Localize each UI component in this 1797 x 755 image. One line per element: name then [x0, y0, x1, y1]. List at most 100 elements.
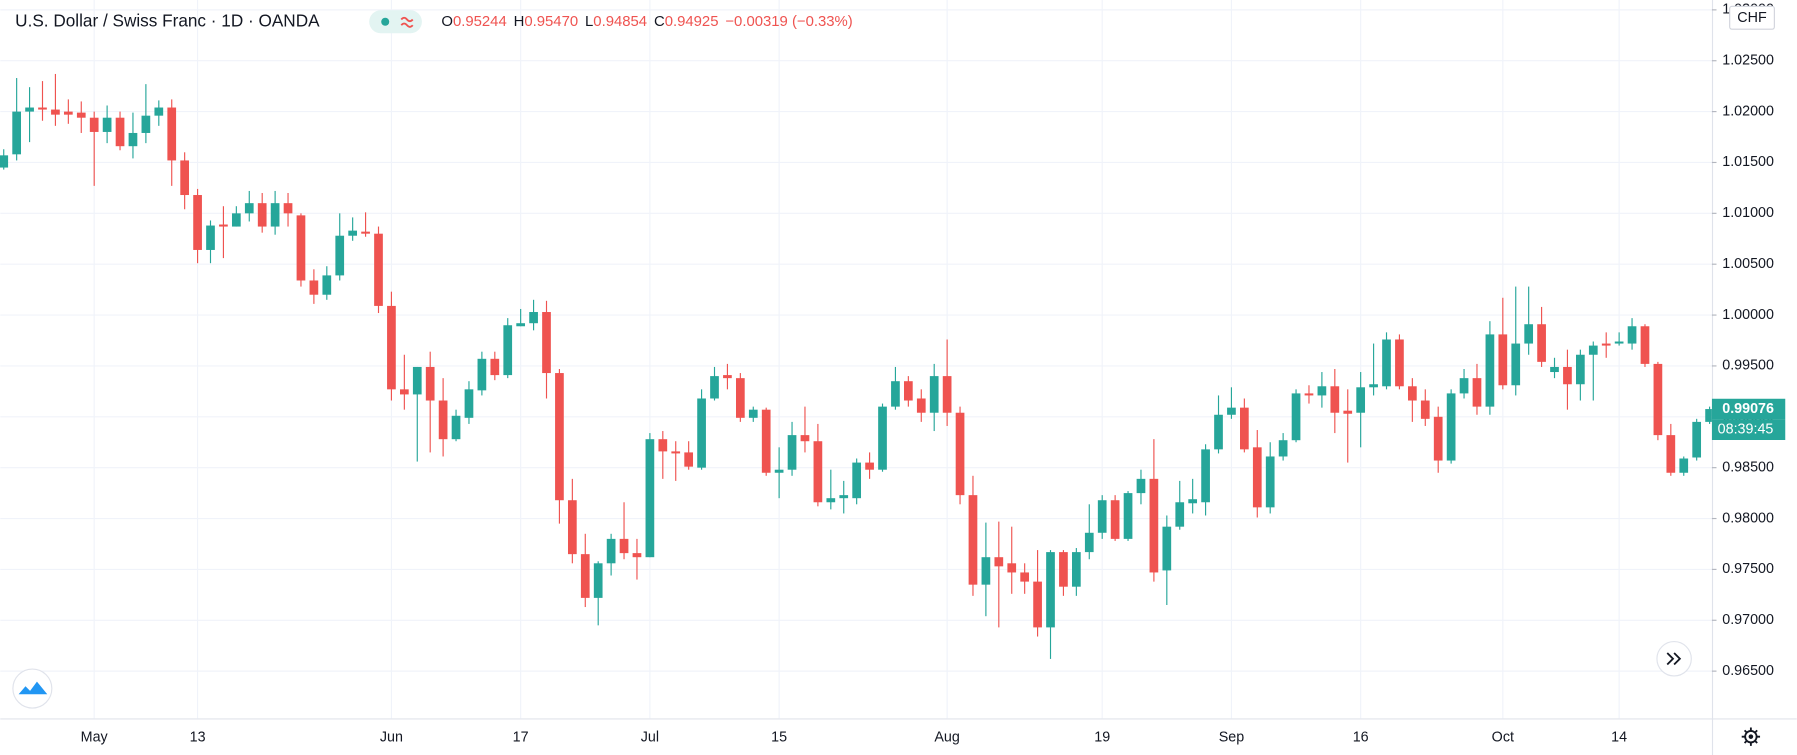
- candle: [1420, 389, 1430, 426]
- candle-body: [270, 203, 280, 227]
- candle-body: [438, 400, 448, 440]
- candle: [942, 339, 952, 426]
- candle-body: [1136, 478, 1146, 494]
- candle-body: [335, 235, 345, 276]
- candle: [1046, 550, 1055, 659]
- candle: [309, 269, 319, 304]
- candle: [645, 433, 655, 558]
- candle: [1485, 321, 1495, 415]
- candle: [283, 192, 293, 227]
- settings-gear-center: [1748, 734, 1754, 739]
- x-tick-label: Sep: [1219, 730, 1245, 746]
- candle-body: [994, 557, 1004, 567]
- candle: [115, 111, 125, 151]
- candle-body: [102, 117, 112, 132]
- candle: [1395, 334, 1404, 390]
- candle: [1162, 515, 1172, 606]
- candle: [76, 101, 86, 133]
- candle-body: [878, 406, 887, 470]
- candle-body: [1291, 393, 1301, 441]
- candle: [270, 190, 280, 235]
- currency-label: CHF: [1737, 10, 1767, 26]
- candle-body: [348, 230, 358, 236]
- status-pill[interactable]: [369, 10, 422, 34]
- settings-button[interactable]: [1741, 727, 1761, 746]
- candle-body: [1097, 500, 1107, 533]
- candle: [335, 213, 345, 281]
- candle: [1330, 368, 1340, 434]
- candle-body: [1459, 378, 1469, 394]
- candle: [1059, 550, 1068, 596]
- candle-body: [1162, 526, 1172, 571]
- candle: [567, 478, 577, 564]
- candle-body: [1149, 478, 1159, 573]
- candle: [1640, 324, 1650, 367]
- candle: [1459, 368, 1469, 399]
- candle: [697, 389, 706, 470]
- candle-body: [697, 398, 706, 468]
- candle-body: [619, 538, 629, 554]
- scroll-to-end-button[interactable]: [1656, 641, 1692, 677]
- candle-body: [567, 500, 577, 555]
- axis-layer: 0.96500 0.97000 0.97500 0.98000 0.98500 0.990…: [81, 2, 1786, 746]
- candle-body: [1395, 339, 1404, 387]
- candle-body: [1369, 384, 1378, 388]
- candle: [903, 376, 913, 407]
- candle: [1653, 361, 1663, 441]
- currency-box[interactable]: CHF: [1729, 5, 1775, 30]
- candle: [891, 366, 900, 410]
- candle: [994, 521, 1004, 628]
- symbol-title: U.S. Dollar / Swiss Franc · 1D · OANDA: [15, 10, 320, 30]
- candle: [1446, 389, 1456, 464]
- candle: [1601, 332, 1611, 358]
- candle-body: [1059, 552, 1068, 587]
- candle-body: [283, 203, 293, 214]
- candle: [1588, 341, 1598, 401]
- candle: [1072, 548, 1081, 596]
- candle-body: [1252, 447, 1262, 508]
- candle-body: [1679, 458, 1689, 473]
- candle: [1408, 378, 1417, 422]
- candle: [490, 351, 500, 381]
- candle-body: [1356, 387, 1366, 413]
- candle: [1227, 387, 1236, 419]
- candle: [1201, 444, 1210, 516]
- candle-body: [1278, 440, 1288, 457]
- y-tick-label: 0.97500: [1722, 561, 1774, 577]
- candle: [1614, 332, 1624, 346]
- candle: [1576, 349, 1585, 401]
- candle: [503, 318, 513, 379]
- candle-body: [800, 435, 810, 442]
- candle-body: [1705, 409, 1714, 422]
- y-tick-label: 1.01000: [1722, 205, 1774, 221]
- candle: [929, 363, 939, 432]
- candle-body: [167, 107, 177, 161]
- candle: [1007, 526, 1017, 594]
- candle-body: [309, 280, 319, 295]
- candle: [1524, 286, 1534, 355]
- candle: [0, 149, 9, 170]
- candle: [193, 188, 202, 264]
- candle-body: [115, 117, 125, 147]
- candle-body: [710, 376, 719, 399]
- candle: [180, 152, 190, 210]
- logo[interactable]: [12, 668, 53, 709]
- candle-body: [1110, 500, 1120, 539]
- candle: [981, 522, 991, 617]
- candle-body: [916, 398, 926, 413]
- settings-gear-teeth: [1741, 727, 1761, 746]
- candle-body: [658, 439, 668, 452]
- high-label: H: [514, 14, 525, 30]
- candle: [1550, 357, 1559, 379]
- candle-body: [645, 439, 655, 558]
- candle-body: [1240, 407, 1249, 450]
- candle: [1020, 563, 1030, 594]
- candle-body: [128, 132, 138, 147]
- candle: [1304, 385, 1314, 404]
- x-tick-label: 15: [771, 730, 787, 746]
- candle-body: [1072, 552, 1081, 587]
- y-tick-label: 1.01500: [1722, 154, 1774, 170]
- candle: [89, 111, 99, 186]
